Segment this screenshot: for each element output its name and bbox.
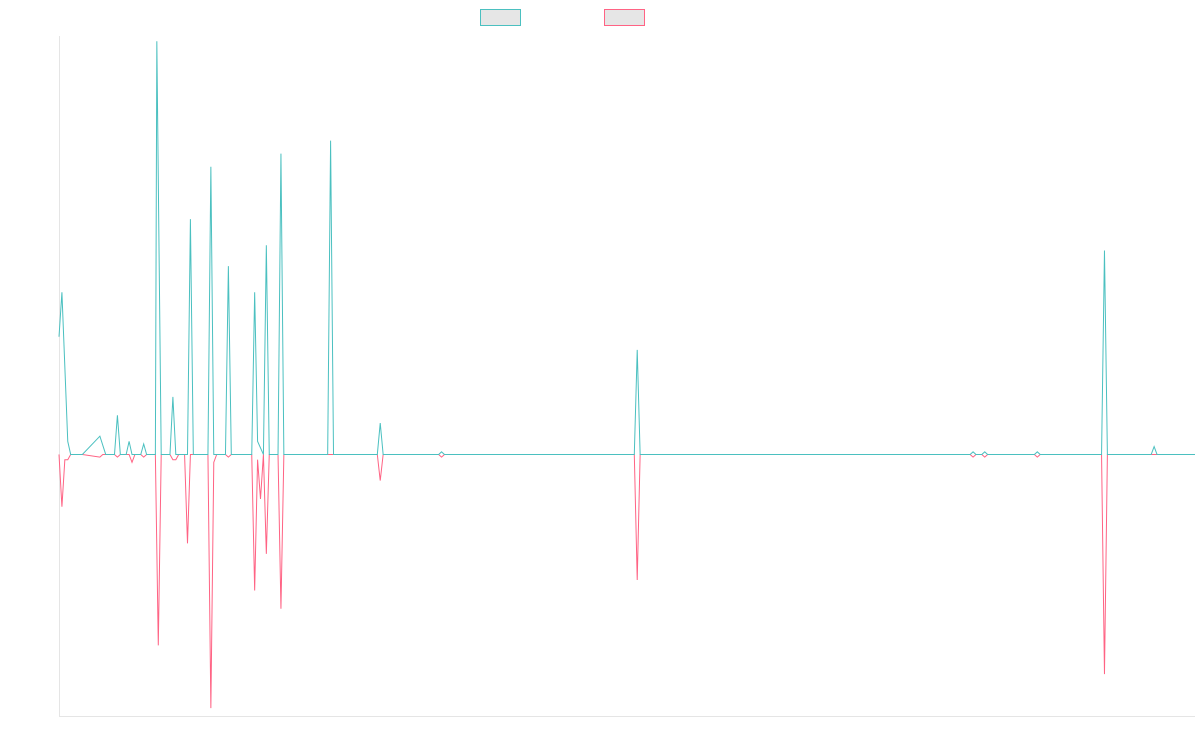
legend-swatch-2	[604, 9, 645, 26]
legend-item-2[interactable]	[604, 9, 645, 26]
series-line-2	[58, 453, 1195, 709]
legend-item-1[interactable]	[480, 9, 521, 26]
plot-area	[58, 41, 1195, 709]
series-line-1	[58, 41, 1195, 455]
axes	[59, 36, 1195, 717]
legend-swatch-1	[480, 9, 521, 26]
legend	[480, 9, 645, 26]
